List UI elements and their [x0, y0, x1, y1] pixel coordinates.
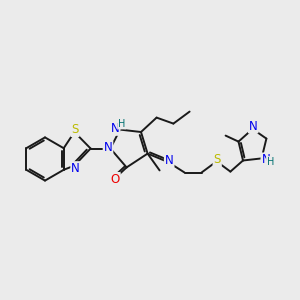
- Text: N: N: [261, 153, 270, 167]
- Text: N: N: [71, 162, 80, 175]
- Text: N: N: [249, 119, 258, 133]
- Text: S: S: [71, 123, 79, 136]
- Text: N: N: [103, 141, 112, 154]
- Text: O: O: [111, 173, 120, 186]
- Text: N: N: [111, 122, 120, 135]
- Text: S: S: [214, 153, 221, 166]
- Text: N: N: [165, 154, 174, 167]
- Text: H: H: [118, 118, 125, 129]
- Text: H: H: [267, 157, 274, 167]
